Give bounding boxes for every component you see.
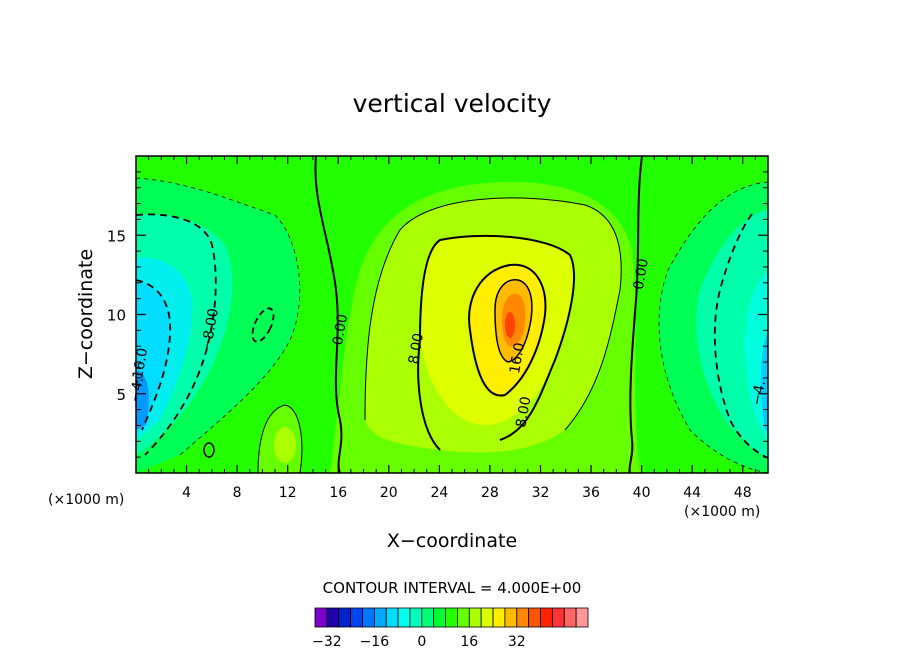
- colorbar-swatch: [492, 607, 506, 628]
- colorbar-swatch: [385, 607, 399, 628]
- colorbar-tick-labels: −32 −16 0 16 32: [312, 634, 526, 650]
- x-ticks: 4 8 12 16 20 24 28 32 36 40 44 48: [148, 156, 756, 501]
- colorbar-swatch: [373, 607, 387, 628]
- colorbar-swatch: [468, 607, 482, 628]
- contour-lines: [136, 156, 768, 473]
- x-tick-label: 4: [182, 485, 191, 501]
- contour-neg8-right: [713, 213, 768, 459]
- colorbar-swatch: [397, 607, 411, 628]
- colorbar-swatch: [350, 607, 363, 628]
- x-tick-label: 48: [734, 485, 752, 501]
- colorbar-swatch: [338, 607, 352, 628]
- y-tick-label: 10: [107, 307, 126, 325]
- colorbar-swatch: [563, 607, 577, 628]
- contour-neg4-right: [658, 181, 768, 473]
- colorbar-swatch: [551, 607, 565, 628]
- contour-label: −4.: [749, 379, 769, 406]
- contour-label: 8.00: [406, 332, 427, 365]
- contour-neg16-left: [136, 279, 172, 431]
- contour-label: 0.00: [631, 257, 652, 290]
- y-tick-label: 5: [116, 386, 126, 404]
- contour-4-center: [364, 197, 622, 431]
- y-axis-label: Z−coordinate: [75, 249, 97, 379]
- contour-label: 8.00: [513, 395, 534, 428]
- colorbar-swatch: [528, 607, 541, 628]
- x-tick-label: 24: [430, 485, 448, 501]
- colorbar: [314, 607, 589, 628]
- contour-label: −16.0: [128, 347, 151, 392]
- contour-8: [417, 234, 576, 451]
- field-small-core: [274, 427, 296, 463]
- colorbar-swatch: [409, 607, 423, 628]
- contour-4-small: [257, 404, 303, 473]
- contour-neg8-left: [136, 213, 217, 456]
- contour-label: 16.0: [507, 341, 528, 374]
- colorbar-swatch: [421, 607, 435, 628]
- colorbar-tick-label: 0: [417, 634, 426, 650]
- colorbar-tick-label: −16: [360, 634, 390, 650]
- contour-16: [468, 263, 547, 397]
- colorbar-tick-label: 32: [508, 634, 526, 650]
- contour-labels: −8.00−16.0−4. −4.0.008.00 16.08.000.00: [127, 257, 769, 428]
- contour-label: 0.00: [330, 313, 351, 346]
- colorbar-swatch: [575, 607, 589, 628]
- colorbar-swatch: [540, 607, 553, 628]
- colorbar-swatch: [516, 607, 530, 628]
- x-tick-label: 8: [233, 485, 242, 501]
- y-tick-label: 15: [107, 227, 126, 245]
- colorbar-swatch: [314, 607, 328, 628]
- contour-label: −8.00: [199, 307, 222, 352]
- colorbar-swatch: [504, 607, 518, 628]
- contour-24: [494, 279, 533, 363]
- y-ticks: 5 10 15: [107, 171, 768, 458]
- field-right-core: [760, 330, 768, 432]
- field-left-deep: [136, 370, 149, 430]
- x-tick-label: 28: [481, 485, 499, 501]
- contour-zero-right: [628, 156, 643, 473]
- x-unit-left: (×1000 m): [48, 492, 124, 508]
- contour-label: −4.: [127, 376, 147, 403]
- plot-field: [136, 156, 768, 473]
- contour-interval-text: CONTOUR INTERVAL = 4.000E+00: [323, 579, 582, 597]
- x-tick-label: 20: [380, 485, 398, 501]
- colorbar-swatch: [362, 607, 375, 628]
- colorbar-swatch: [445, 607, 458, 628]
- x-tick-label: 12: [279, 485, 297, 501]
- contour-small-dot: [203, 442, 215, 458]
- x-tick-label: 40: [633, 485, 651, 501]
- colorbar-swatch: [326, 607, 340, 628]
- contour-neg8-blob: [251, 307, 275, 343]
- chart-title: vertical velocity: [353, 89, 552, 118]
- colorbar-swatch: [480, 607, 494, 628]
- x-tick-label: 36: [582, 485, 600, 501]
- x-tick-label: 32: [532, 485, 550, 501]
- x-tick-label: 16: [329, 485, 347, 501]
- colorbar-swatch: [433, 607, 446, 628]
- field-center-core: [505, 312, 515, 338]
- x-tick-label: 44: [683, 485, 701, 501]
- x-axis-label: X−coordinate: [387, 530, 517, 552]
- x-unit-right: (×1000 m): [684, 504, 760, 520]
- colorbar-swatch: [457, 607, 470, 628]
- colorbar-tick-label: 16: [460, 634, 478, 650]
- colorbar-tick-label: −32: [312, 634, 342, 650]
- contour-neg4-left: [136, 177, 301, 456]
- contour-zero-left: [314, 156, 343, 473]
